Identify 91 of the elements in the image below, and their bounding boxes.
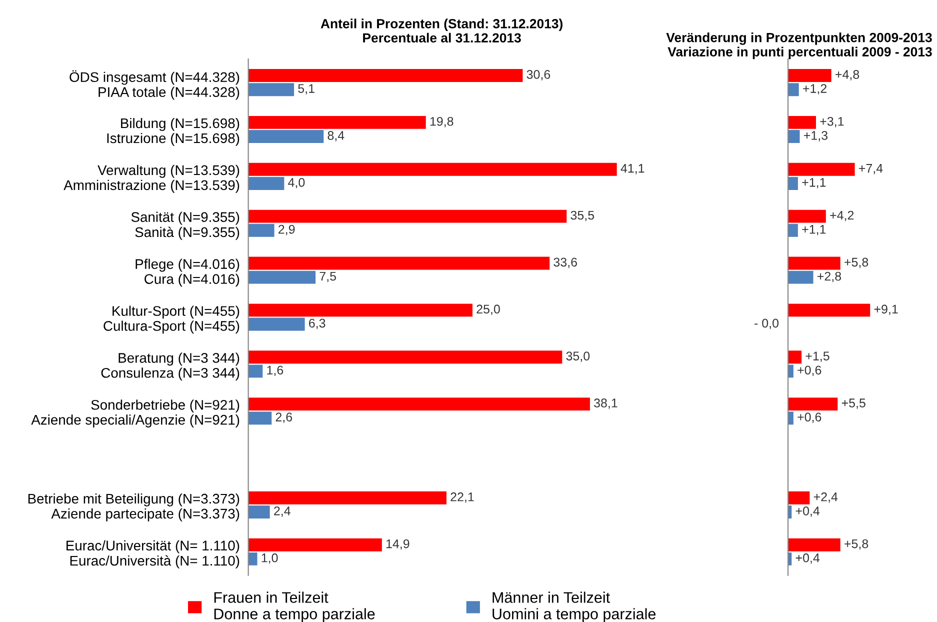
data-label: +0,4 <box>796 506 820 517</box>
bar <box>788 224 798 237</box>
data-label: 19,8 <box>430 116 454 128</box>
bar <box>248 162 617 176</box>
bar <box>248 83 294 96</box>
bar <box>788 116 816 129</box>
bar <box>248 69 523 82</box>
data-label: 38,1 <box>594 398 618 409</box>
bar <box>788 364 794 378</box>
data-label: 7,5 <box>320 272 336 282</box>
data-label: +2,4 <box>814 492 838 503</box>
data-label: 1,6 <box>267 366 284 376</box>
data-label: +1,5 <box>806 352 830 362</box>
y-tick-label: Sanität (N=9.355) Sanità (N=9.355) <box>131 212 240 240</box>
y-tick-label: Verwaltung (N=13.539) Amministrazione (N=13.539) <box>64 164 240 193</box>
bar <box>248 256 550 270</box>
bar <box>788 130 800 144</box>
bar <box>248 318 305 331</box>
bar <box>248 491 446 504</box>
y-tick-label: Betriebe mit Beteiligung (N=3.373) Aziende partecipate (N=3.373) <box>28 493 240 522</box>
bar <box>248 398 590 411</box>
bar <box>248 270 316 284</box>
y-tick-label: ÖDS insgesamt (N=44.328) PIAA totale (N=44.328) <box>70 70 240 100</box>
bar <box>248 412 272 425</box>
bar <box>788 350 802 364</box>
bar <box>788 256 840 270</box>
data-label: 2,9 <box>278 224 295 236</box>
bar <box>248 364 263 378</box>
data-label: +4,2 <box>830 210 854 222</box>
y-tick-label: Beratung (N=3 344) Consulenza (N=3 344) <box>101 352 240 381</box>
y-tick-label: Kultur-Sport (N=455) Cultura-Sport (N=455) <box>104 306 240 334</box>
y-tick-label: Pflege (N=4.016) Cura (N=4.016) <box>136 258 240 287</box>
data-label: +0,6 <box>798 412 822 423</box>
data-label: +9,1 <box>874 304 898 316</box>
data-label: +1,3 <box>804 131 828 142</box>
bar <box>788 538 840 552</box>
data-label: +1,1 <box>802 225 826 236</box>
data-label: 2,4 <box>274 506 290 517</box>
bar <box>788 304 870 317</box>
bar <box>248 116 426 129</box>
data-label: 30,6 <box>526 70 550 80</box>
data-label: 1,0 <box>262 553 278 564</box>
bar <box>788 270 814 284</box>
data-label: 35,0 <box>566 352 590 362</box>
chart-title: Veränderung in Prozentpunkten 2009-2013 Variazione in punti percentuali 2009 - 2013 <box>666 32 932 60</box>
data-label: 8,4 <box>328 131 344 142</box>
bar <box>248 350 562 364</box>
data-label: 2,6 <box>276 412 292 423</box>
y-tick-label: Eurac/Universität (N= 1.110) Eurac/Università (N= 1.110) <box>66 540 240 568</box>
chart-title: Anteil in Prozenten (Stand: 31.12.2013) Percentuale al 31.12.2013 <box>320 18 562 43</box>
data-label: 25,0 <box>476 304 500 316</box>
bar <box>248 176 284 190</box>
data-label: 6,3 <box>309 318 326 330</box>
bar <box>788 210 826 223</box>
data-label: 5,1 <box>298 84 314 94</box>
bar <box>788 162 855 176</box>
data-label: +5,8 <box>844 258 868 268</box>
bar <box>788 69 832 82</box>
data-label: +0,6 <box>798 366 822 376</box>
bar <box>248 210 567 223</box>
data-label: +1,2 <box>803 84 826 94</box>
y-tick-label: Sonderbetriebe (N=921) Aziende speciali/Agenzie (N=921) <box>31 400 240 428</box>
bar <box>248 304 472 317</box>
data-label: - 0,0 <box>754 318 779 330</box>
bar <box>788 491 810 504</box>
bar <box>248 552 258 566</box>
data-label: +4,8 <box>836 70 860 80</box>
bar <box>248 130 324 144</box>
data-label: +0,4 <box>796 553 820 564</box>
data-label: +2,8 <box>818 272 842 282</box>
bar <box>788 398 838 411</box>
legend-label: Frauen in Teilzeit Donne a tempo parziale <box>214 592 375 622</box>
bar <box>248 506 270 518</box>
y-tick-label: Bildung (N=15.698) Istruzione (N=15.698) <box>107 118 240 146</box>
data-label: 35,5 <box>570 210 594 222</box>
bar <box>788 83 799 96</box>
data-label: +5,5 <box>842 398 866 409</box>
data-label: 22,1 <box>450 492 474 503</box>
bar <box>248 538 382 552</box>
data-label: +7,4 <box>859 164 883 174</box>
data-label: +1,1 <box>802 178 826 188</box>
data-label: +3,1 <box>820 116 844 128</box>
legend-label: Männer in Teilzeit Uomini a tempo parziale <box>492 592 656 622</box>
data-label: 14,9 <box>386 539 410 550</box>
data-label: +5,8 <box>844 539 868 550</box>
data-label: 4,0 <box>288 178 305 188</box>
bar <box>788 176 798 190</box>
bar <box>248 224 274 237</box>
data-label: 33,6 <box>554 258 577 268</box>
bar <box>788 412 794 425</box>
data-label: 41,1 <box>620 164 644 174</box>
